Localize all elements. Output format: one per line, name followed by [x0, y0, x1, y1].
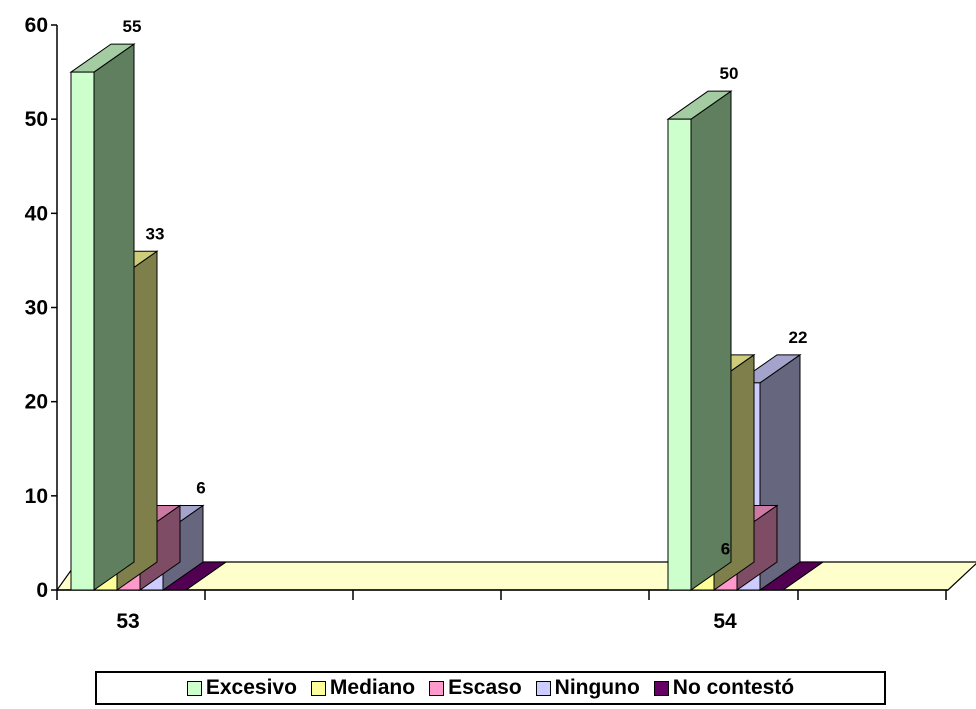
data-label: 50 — [720, 64, 739, 83]
bar-side — [690, 90, 732, 591]
legend-label: Ninguno — [554, 676, 640, 699]
legend-item: Escaso — [429, 676, 522, 700]
data-label: 22 — [789, 328, 808, 347]
data-label: 6 — [721, 540, 730, 559]
data-label: 6 — [196, 479, 205, 498]
y-tick-label: 20 — [25, 391, 48, 414]
bar-front — [667, 118, 692, 591]
x-tick-label: 54 — [713, 610, 737, 633]
data-label: 33 — [146, 224, 165, 243]
bar — [666, 90, 733, 591]
legend-item: No contestó — [653, 676, 795, 700]
y-tick-label: 50 — [25, 108, 48, 131]
data-labels: 55 33 6 50 6 22 — [123, 17, 808, 558]
bars — [69, 43, 825, 591]
legend-item: Ninguno — [535, 676, 640, 700]
legend-item: Excesivo — [186, 676, 297, 700]
legend-swatch — [535, 680, 551, 696]
bar — [69, 43, 136, 591]
legend: Excesivo Mediano Escaso Ninguno No contestó — [95, 671, 886, 705]
y-tick-label: 0 — [36, 579, 48, 602]
y-tick-label: 60 — [25, 14, 48, 37]
bar-front — [70, 71, 95, 591]
legend-label: Escaso — [448, 676, 522, 699]
data-label: 55 — [123, 17, 142, 36]
y-tick-label: 10 — [25, 485, 48, 508]
legend-swatch — [653, 680, 669, 696]
legend-item: Mediano — [310, 676, 416, 700]
legend-label: Mediano — [329, 676, 416, 699]
chart-axes: 0 10 20 30 40 50 60 53 54 — [25, 14, 948, 633]
bar-side — [93, 43, 135, 591]
legend-swatch — [310, 680, 326, 696]
legend-label: Excesivo — [205, 676, 297, 699]
y-tick-label: 40 — [25, 202, 48, 225]
x-tick-label: 53 — [116, 610, 139, 633]
legend-swatch — [429, 680, 445, 696]
legend-swatch — [186, 680, 202, 696]
y-tick-label: 30 — [25, 297, 48, 320]
legend-label: No contestó — [672, 676, 795, 699]
